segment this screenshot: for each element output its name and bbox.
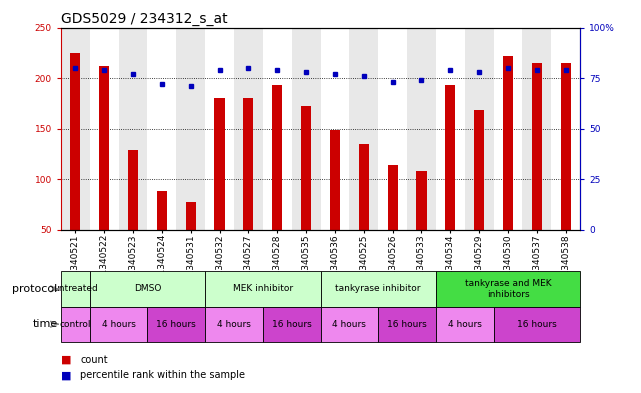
Text: tankyrase and MEK
inhibitors: tankyrase and MEK inhibitors <box>465 279 551 299</box>
Bar <box>99 66 109 230</box>
Text: 4 hours: 4 hours <box>217 320 251 329</box>
Bar <box>320 307 378 342</box>
Bar <box>90 307 147 342</box>
Bar <box>61 28 90 230</box>
Bar <box>90 271 205 307</box>
Bar <box>388 165 397 230</box>
Text: untreated: untreated <box>53 285 97 293</box>
Bar <box>205 307 263 342</box>
Bar <box>551 28 580 230</box>
Bar <box>330 130 340 230</box>
Bar <box>119 28 147 230</box>
Bar <box>436 28 465 230</box>
Text: time: time <box>33 319 58 329</box>
Bar <box>205 28 234 230</box>
Bar <box>445 85 455 230</box>
Text: GDS5029 / 234312_s_at: GDS5029 / 234312_s_at <box>61 13 228 26</box>
Text: tankyrase inhibitor: tankyrase inhibitor <box>335 285 421 293</box>
Bar <box>128 150 138 230</box>
Bar <box>176 28 205 230</box>
Bar <box>561 63 570 230</box>
Text: protocol: protocol <box>12 284 58 294</box>
Bar <box>263 28 292 230</box>
Bar <box>503 56 513 230</box>
Text: 16 hours: 16 hours <box>272 320 312 329</box>
Text: 16 hours: 16 hours <box>387 320 427 329</box>
Bar <box>292 28 320 230</box>
Bar <box>494 28 522 230</box>
Bar <box>349 28 378 230</box>
Bar <box>205 271 320 307</box>
Bar <box>244 98 253 230</box>
Bar <box>532 63 542 230</box>
Bar <box>215 98 224 230</box>
Bar <box>234 28 263 230</box>
Bar <box>272 85 282 230</box>
Text: percentile rank within the sample: percentile rank within the sample <box>80 370 245 380</box>
Bar <box>147 307 205 342</box>
Text: 4 hours: 4 hours <box>102 320 135 329</box>
Bar <box>378 28 407 230</box>
Bar <box>71 53 80 230</box>
Text: ■: ■ <box>61 370 71 380</box>
Bar <box>301 107 311 230</box>
Bar <box>61 307 90 342</box>
Text: control: control <box>60 320 91 329</box>
Text: 4 hours: 4 hours <box>448 320 481 329</box>
Bar <box>494 307 580 342</box>
Text: MEK inhibitor: MEK inhibitor <box>233 285 293 293</box>
Bar <box>147 28 176 230</box>
Bar <box>436 307 494 342</box>
Bar <box>320 271 436 307</box>
Bar <box>522 28 551 230</box>
Bar <box>407 28 436 230</box>
Bar <box>436 271 580 307</box>
Bar <box>359 144 369 230</box>
Text: 16 hours: 16 hours <box>517 320 557 329</box>
Bar <box>465 28 494 230</box>
Bar <box>61 271 90 307</box>
Bar <box>186 202 196 230</box>
Bar <box>90 28 119 230</box>
Text: DMSO: DMSO <box>134 285 161 293</box>
Bar <box>157 191 167 230</box>
Text: count: count <box>80 354 108 365</box>
Bar <box>417 171 426 230</box>
Bar <box>378 307 436 342</box>
Text: 4 hours: 4 hours <box>333 320 366 329</box>
Bar <box>474 110 484 230</box>
Text: ■: ■ <box>61 354 71 365</box>
Bar <box>263 307 320 342</box>
Bar <box>320 28 349 230</box>
Text: 16 hours: 16 hours <box>156 320 196 329</box>
